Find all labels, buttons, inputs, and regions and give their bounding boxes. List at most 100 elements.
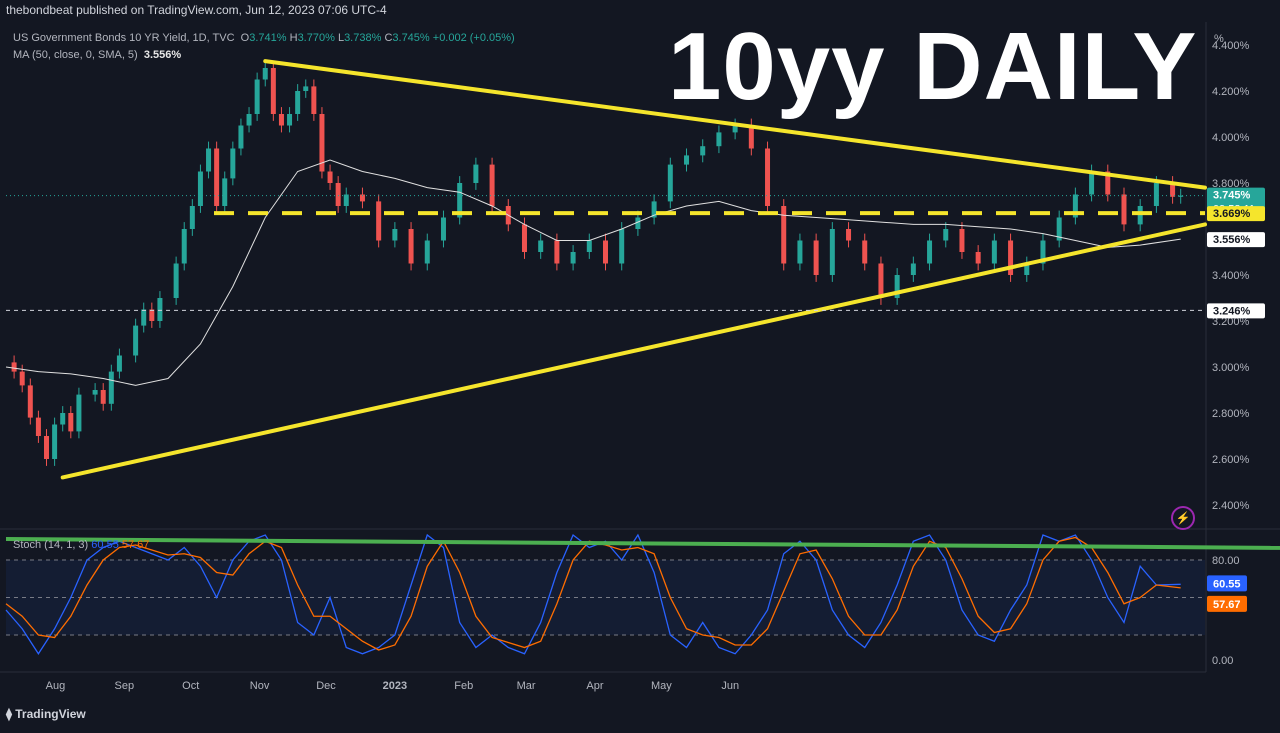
candle-body (197, 171, 203, 206)
candle-body (457, 183, 463, 218)
candle-body (181, 229, 187, 264)
support-price-label: 3.669% (1213, 208, 1251, 220)
time-tick-label: Feb (454, 680, 473, 692)
candle-body (214, 148, 220, 206)
time-tick-label: Dec (316, 680, 336, 692)
candle-body (76, 394, 82, 432)
candle-body (189, 206, 195, 229)
stoch-d-value: 57.67 (121, 539, 150, 551)
support-price-label-bg (1207, 206, 1265, 222)
candle-body (343, 194, 349, 206)
high-value: 3.770% (297, 32, 335, 44)
close-value: 3.745% (392, 32, 430, 44)
candle-body (684, 155, 690, 165)
symbol-name[interactable]: US Government Bonds 10 YR Yield, 1D, TVC (13, 32, 235, 44)
candle-body (846, 229, 852, 241)
candle-body (927, 240, 933, 264)
candle-body (157, 298, 163, 321)
stoch-k-tag: 60.55 (1213, 578, 1241, 590)
candle-body (829, 229, 835, 275)
candle-body (651, 201, 657, 218)
time-tick-label: May (651, 680, 672, 692)
candle-body (570, 252, 576, 264)
candle-body (635, 217, 641, 229)
candle-body (116, 355, 122, 372)
candle-body (376, 201, 382, 241)
candle-body (910, 263, 916, 275)
candle-body (222, 178, 228, 206)
price-tick-label: 3.800% (1212, 178, 1250, 190)
stoch-band (6, 560, 1205, 635)
change-value: +0.002 (+0.05%) (432, 32, 515, 44)
candle-body (538, 240, 544, 252)
ma-legend[interactable]: MA (50, close, 0, SMA, 5) 3.556% (13, 49, 181, 61)
ma-price-label: 3.556% (1213, 234, 1251, 246)
stoch-legend[interactable]: Stoch (14, 1, 3) 60.55 57.67 (13, 539, 149, 551)
candle-body (44, 436, 50, 459)
open-label: O (240, 32, 250, 44)
candle-body (1089, 171, 1095, 195)
stoch-k-tag-bg (1207, 575, 1247, 592)
stoch-d-tag-bg (1207, 595, 1247, 612)
candle-body (603, 240, 608, 264)
candle-body (975, 252, 981, 264)
candle-body (262, 68, 268, 80)
candle-body (991, 240, 997, 264)
price-tick-label: 4.200% (1212, 86, 1250, 98)
candle-body (311, 86, 317, 114)
candle-body (716, 132, 722, 147)
stoch-d-tag: 57.67 (1213, 599, 1241, 611)
candle-body (230, 148, 236, 179)
time-tick-label: Aug (46, 680, 66, 692)
stoch-k-line (5, 533, 1181, 655)
candle-body (521, 224, 527, 252)
time-tick-label: Jun (721, 680, 739, 692)
tv-logo-mark-icon: ⧫ (6, 707, 16, 721)
candle-body (254, 79, 260, 114)
candle-body (1153, 183, 1159, 206)
ma-value: 3.556% (143, 49, 182, 61)
price-unit: % (1214, 33, 1224, 45)
time-tick-label: Nov (250, 680, 270, 692)
candle-body (1024, 263, 1030, 275)
candle-body (141, 309, 147, 326)
candle-body (246, 114, 252, 126)
candle-body (11, 362, 17, 372)
price-tick-label: 4.000% (1212, 132, 1250, 144)
last-price-label: 3.745% (1213, 190, 1251, 202)
high-label: H (289, 32, 298, 44)
trend-line (60, 222, 1207, 480)
ohlc-legend: US Government Bonds 10 YR Yield, 1D, TVC… (13, 32, 515, 44)
lightning-icon[interactable]: ⚡ (1171, 506, 1195, 530)
candle-body (392, 229, 398, 241)
candle-body (554, 240, 560, 264)
price-label-bg (1207, 303, 1265, 319)
candle-body (862, 240, 868, 264)
time-tick-label: Mar (517, 680, 536, 692)
candle-body (1040, 240, 1046, 264)
candle-body (149, 309, 155, 321)
candle-body (319, 114, 325, 172)
candle-body (1105, 171, 1111, 195)
candle-body (278, 114, 284, 126)
tradingview-logo[interactable]: ⧫ TradingView (6, 707, 86, 721)
price-tick-label: 2.800% (1212, 408, 1250, 420)
candle-body (19, 371, 25, 386)
time-tick-label: Oct (182, 680, 199, 692)
trend-line (263, 59, 1207, 190)
candle-body (295, 91, 301, 114)
low-value: 3.738% (344, 32, 382, 44)
candle-body (473, 164, 479, 183)
stoch-k-value: 60.55 (91, 539, 119, 551)
chart-title-overlay: 10yy DAILY (668, 13, 1198, 120)
candle-body (92, 390, 98, 395)
candle-body (35, 417, 41, 436)
price-tick-label: 2.400% (1212, 500, 1250, 512)
stoch-trend-line (5, 537, 1280, 550)
candle-body (1137, 206, 1143, 225)
candle-body (943, 229, 949, 241)
candle-body (1121, 194, 1127, 225)
candle-body (813, 240, 819, 275)
